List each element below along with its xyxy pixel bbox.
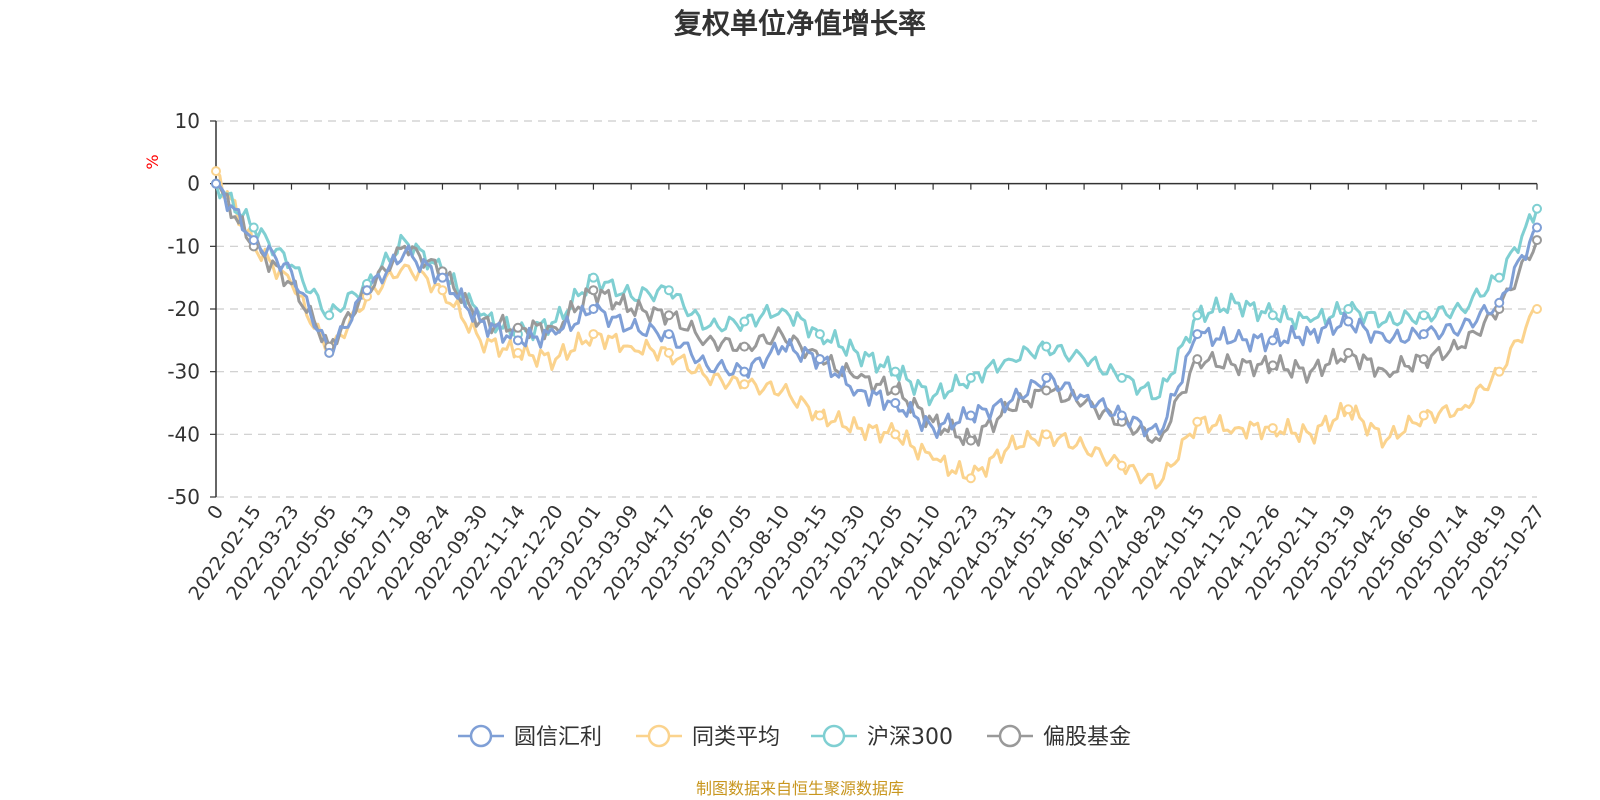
data-point — [739, 341, 750, 352]
y-tick-label: -10 — [167, 234, 200, 258]
data-point — [1494, 366, 1505, 377]
data-point — [1192, 310, 1203, 321]
data-point — [588, 329, 599, 340]
data-point — [965, 435, 976, 446]
series-lines — [211, 166, 1542, 490]
data-point — [663, 329, 674, 340]
data-point — [1267, 423, 1278, 434]
legend-label: 同类平均 — [692, 725, 780, 750]
data-point — [1192, 329, 1203, 340]
y-tick-label: 10 — [175, 109, 200, 133]
data-point — [211, 166, 221, 177]
data-point — [1532, 203, 1542, 214]
data-point — [1494, 297, 1505, 308]
data-point — [1418, 410, 1429, 421]
data-point — [1116, 372, 1127, 383]
data-point — [1192, 416, 1203, 427]
data-point — [1343, 404, 1354, 415]
data-point — [739, 366, 750, 377]
legend-item[interactable]: 偏股基金 — [987, 724, 1131, 750]
data-point — [1343, 304, 1354, 314]
data-point — [1041, 372, 1052, 383]
data-point — [1494, 272, 1505, 283]
data-point — [1116, 410, 1127, 421]
data-point — [1418, 310, 1429, 321]
data-point — [1041, 341, 1052, 352]
legend-label: 沪深300 — [867, 725, 953, 750]
data-point — [814, 329, 825, 340]
data-point — [890, 385, 901, 396]
data-point — [437, 272, 448, 283]
source-note: 制图数据来自恒生聚源数据库 — [696, 779, 904, 798]
data-point — [814, 354, 825, 365]
data-point — [211, 178, 221, 189]
data-point — [437, 285, 448, 296]
data-point — [1267, 310, 1278, 321]
chart-title: 复权单位净值增长率 — [674, 7, 926, 40]
x-axis: 02022-02-152022-03-232022-05-052022-06-1… — [184, 182, 1549, 604]
data-point — [739, 316, 750, 327]
series-line — [214, 170, 1538, 490]
data-point — [1041, 385, 1052, 396]
legend[interactable]: 圆信汇利 同类平均 沪深300 偏股基金 — [458, 724, 1131, 750]
data-point — [588, 285, 599, 296]
data-point — [588, 272, 599, 283]
y-tick-label: -40 — [167, 422, 200, 446]
data-point — [1532, 235, 1542, 246]
legend-label: 圆信汇利 — [514, 725, 602, 750]
data-point — [663, 347, 674, 358]
y-tick-label: -20 — [167, 297, 200, 321]
y-tick-label: -50 — [167, 485, 200, 509]
legend-label: 偏股基金 — [1043, 725, 1131, 750]
data-point — [1116, 460, 1127, 471]
data-point — [1343, 316, 1354, 327]
series-line — [214, 182, 1539, 447]
data-point — [890, 398, 901, 408]
x-tick-label: 0 — [203, 501, 228, 524]
data-point — [512, 347, 523, 358]
data-point — [324, 347, 335, 358]
data-point — [1267, 335, 1278, 346]
legend-item[interactable]: 同类平均 — [636, 724, 780, 750]
data-point — [1343, 347, 1354, 358]
data-point — [663, 310, 674, 321]
legend-marker-icon — [647, 724, 671, 748]
data-point — [890, 366, 901, 377]
data-point — [965, 410, 976, 421]
data-point — [1192, 354, 1203, 365]
data-point — [248, 235, 259, 246]
data-point — [324, 310, 335, 321]
data-point — [814, 410, 825, 421]
data-point — [1532, 304, 1542, 314]
data-point — [965, 473, 976, 484]
data-point — [512, 322, 523, 333]
series-line — [215, 182, 1539, 439]
data-point — [1418, 329, 1429, 340]
data-point — [248, 222, 259, 233]
data-point — [512, 335, 523, 346]
legend-marker-icon — [469, 724, 493, 748]
y-tick-label: -30 — [167, 360, 200, 384]
legend-item[interactable]: 沪深300 — [811, 724, 953, 750]
data-point — [1532, 222, 1542, 233]
y-tick-label: 0 — [187, 172, 200, 196]
legend-marker-icon — [822, 724, 846, 748]
y-axis-unit: % — [143, 154, 162, 169]
data-point — [1418, 354, 1429, 365]
data-point — [890, 429, 901, 440]
data-point — [1267, 360, 1278, 371]
data-point — [739, 379, 750, 390]
data-point — [1041, 429, 1052, 440]
legend-marker-icon — [998, 724, 1022, 748]
legend-item[interactable]: 圆信汇利 — [458, 724, 602, 750]
data-point — [663, 285, 674, 296]
data-point — [588, 304, 599, 314]
data-point — [965, 372, 976, 383]
y-axis: 10 0 -10 -20 -30 -40 -50 — [167, 109, 217, 509]
data-point — [361, 285, 372, 296]
